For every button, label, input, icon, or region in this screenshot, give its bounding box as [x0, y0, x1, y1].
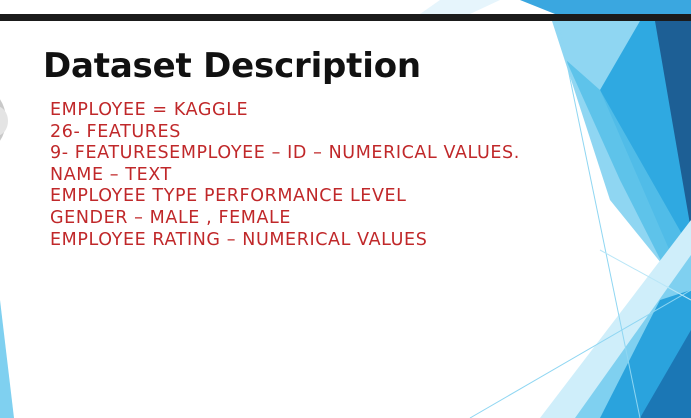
top-right-shape — [520, 0, 691, 14]
body-line: EMPLOYEE = KAGGLE — [50, 100, 249, 120]
right-mid-shape — [566, 60, 691, 320]
body-line: 26- FEATURES — [50, 121, 181, 142]
body-line: NAME – TEXT — [50, 164, 172, 185]
decorative-line — [469, 289, 691, 418]
right-dark-strip — [655, 21, 691, 230]
left-ring-inner-decoration — [0, 106, 8, 136]
body-line: EMPLOYEE RATING – NUMERICAL VALUES — [50, 229, 428, 250]
slide-title: Dataset Description — [43, 46, 421, 86]
decorative-line — [559, 29, 641, 418]
slide-body-text: EMPLOYEE = KAGGLE 26- FEATURES 9- FEATUR… — [50, 100, 520, 251]
top-right-light-shape — [420, 0, 500, 14]
body-line: GENDER – MALE , FEMALE — [50, 207, 292, 228]
body-line: EMPLOYEE TYPE PERFORMANCE LEVEL — [50, 186, 407, 207]
body-line: 9- FEATURESEMPLOYEE – ID – NUMERICAL VAL… — [50, 143, 520, 164]
top-bar — [0, 14, 691, 21]
left-edge-shape — [0, 300, 14, 418]
decorative-line — [599, 249, 691, 301]
lower-right-dark-triangle — [640, 330, 691, 418]
